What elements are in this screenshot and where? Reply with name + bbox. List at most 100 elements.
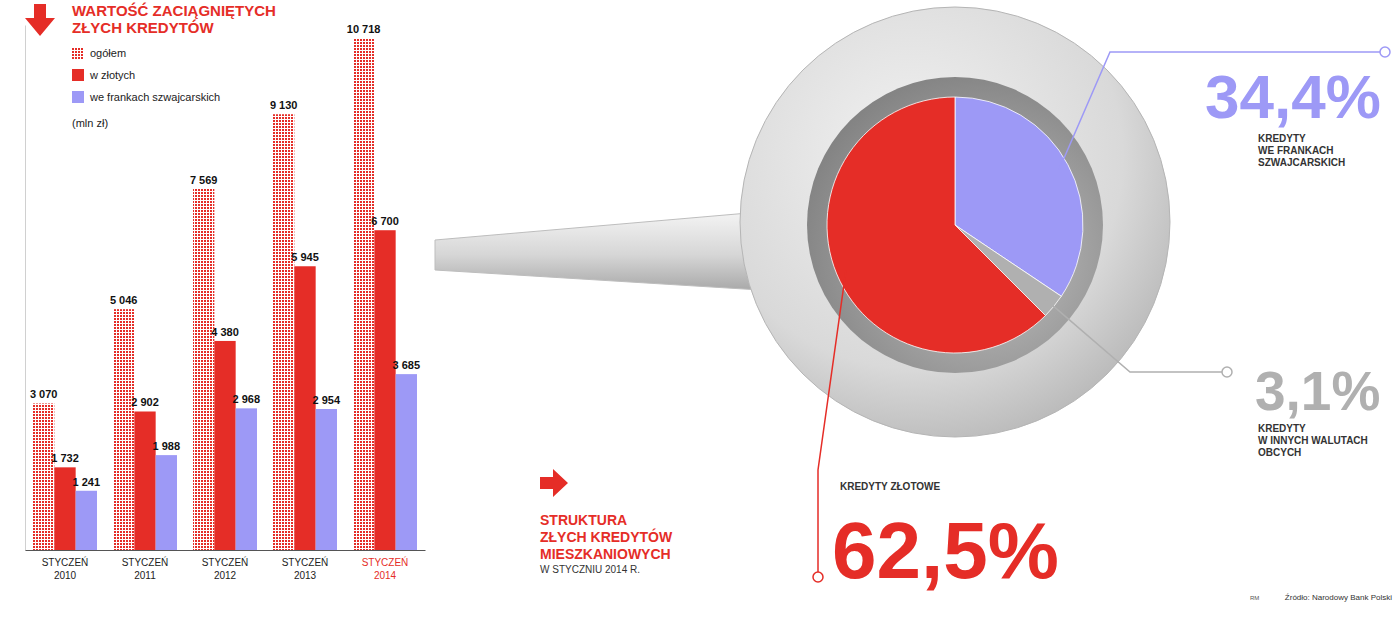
bar-value-label: 5 046	[110, 294, 138, 306]
leader-line	[1046, 300, 1222, 372]
bar-value-label: 4 380	[211, 326, 239, 338]
leader-line	[1059, 52, 1380, 169]
bar-value-label: 9 130	[270, 99, 298, 111]
bar-value-label: 3 685	[393, 359, 421, 371]
x-tick-label: STYCZEŃ 2012	[202, 556, 249, 581]
title-arrow	[540, 469, 568, 497]
bar-value-label: 1 988	[153, 440, 181, 452]
pie-value-label: 3,1%	[1255, 360, 1380, 422]
bar-series	[76, 374, 417, 550]
pie-category-label-line: KREDYTY	[1258, 423, 1306, 434]
x-tick: STYCZEŃ 2010	[42, 556, 89, 581]
x-tick-label-line: STYCZEŃ	[202, 556, 249, 568]
bar	[396, 374, 417, 550]
pie-slice	[827, 97, 1046, 353]
x-tick: STYCZEŃ 2012	[202, 556, 249, 581]
pie-category-label: KREDYTYWE FRANKACHSZWAJCARSKICH	[1258, 133, 1345, 168]
pie-title-line: ZŁYCH KREDYTÓW	[540, 528, 673, 545]
x-tick-label-line: STYCZEŃ	[362, 556, 409, 568]
chart-root: 3 070 5 046 7 569 9 130 10 718 1 732 2 902 4 38…	[0, 0, 1400, 618]
pie-category-label-line: OBCYCH	[1258, 447, 1301, 458]
x-tick-label-line: STYCZEŃ	[42, 556, 89, 568]
pie-title-line: MIESZKANIOWYCH	[540, 546, 671, 562]
leader-end	[1380, 47, 1390, 57]
bar-value-label: 6 700	[371, 215, 399, 227]
x-tick-label-line: 2012	[214, 570, 237, 581]
title-arrow	[25, 4, 55, 36]
legend-swatch	[72, 69, 84, 81]
bar	[374, 230, 395, 550]
legend-label: ogółem	[90, 47, 126, 59]
bar	[156, 455, 177, 550]
bar	[76, 491, 97, 550]
legend-label: w złotych	[89, 69, 135, 81]
key-ring	[740, 7, 1170, 437]
bar-series	[33, 38, 374, 550]
x-tick-label-line: 2014	[374, 570, 397, 581]
bar	[353, 38, 374, 550]
credit: RM	[1250, 595, 1259, 601]
x-tick-label-line: 2010	[54, 570, 77, 581]
x-tick-label: STYCZEŃ 2010	[42, 556, 89, 581]
bar-series	[54, 230, 395, 550]
key-ring-hole	[807, 77, 1103, 373]
pie-category-label-line: KREDYTY ZŁOTOWE	[840, 481, 941, 492]
y-axis	[25, 26, 26, 551]
bar	[134, 411, 155, 550]
pie	[827, 97, 1083, 353]
bar-title: WARTOŚĆ ZACIĄGNIĘTYCHZŁYCH KREDYTÓW	[72, 2, 276, 36]
bar	[33, 403, 54, 550]
x-tick-label: STYCZEŃ 2011	[122, 556, 169, 581]
bar-value-label: 1 732	[51, 452, 79, 464]
x-tick-label: STYCZEŃ 2013	[282, 556, 329, 581]
bar-value-label: 7 569	[190, 174, 218, 186]
bar-value-label: 10 718	[347, 23, 381, 35]
x-tick-label-line: STYCZEŃ	[282, 556, 329, 568]
source: Źródło: Narodowy Bank Polski	[1285, 593, 1392, 602]
legend-label: we frankach szwajcarskich	[89, 91, 220, 103]
pie-category-label-line: WE FRANKACH	[1258, 145, 1334, 156]
bar	[214, 341, 235, 550]
pie-labels: 34,4%KREDYTYWE FRANKACHSZWAJCARSKICH3,1%…	[813, 47, 1390, 595]
pie-category-label-line: SZWAJCARSKICH	[1258, 157, 1345, 168]
x-axis: STYCZEŃ2010STYCZEŃ2011STYCZEŃ2012STYCZEŃ…	[26, 551, 426, 581]
bar	[316, 409, 337, 550]
pie-value-label: 34,4%	[1205, 62, 1381, 131]
bar	[236, 408, 257, 550]
x-tick-label-line: STYCZEŃ	[122, 556, 169, 568]
bar-value-label: 5 945	[291, 251, 319, 263]
chart-svg: 3 070 5 046 7 569 9 130 10 718 1 732 2 902 4 38…	[0, 0, 1400, 618]
key-shaft	[435, 212, 760, 290]
leader-end	[1222, 367, 1232, 377]
bar-value-label: 2 954	[313, 394, 341, 406]
x-tick-label: STYCZEŃ 2014	[362, 556, 409, 581]
bar-value-label: 2 902	[131, 396, 159, 408]
bar-value-label: 3 070	[30, 388, 58, 400]
pie-title: STRUKTURAZŁYCH KREDYTÓWMIESZKANIOWYCH	[540, 512, 673, 562]
bar	[273, 114, 294, 550]
y-axis-line	[25, 26, 26, 551]
x-tick-label-line: 2011	[134, 570, 156, 581]
key-decoration	[435, 7, 1170, 437]
x-axis-line	[26, 550, 426, 551]
bar-value-label: 2 968	[233, 393, 261, 405]
legend-swatch	[72, 91, 84, 103]
legend: ogółem w złotych we frankach szwajcarskich…	[72, 47, 220, 129]
pie-header: STRUKTURAZŁYCH KREDYTÓWMIESZKANIOWYCHW S…	[540, 469, 673, 575]
bar-labels: 3 070 5 046 7 569 9 130 10 718 1 732 2 902 4 38…	[30, 23, 420, 487]
bar	[113, 309, 134, 550]
bar	[294, 266, 315, 550]
x-tick: STYCZEŃ 2011	[122, 556, 169, 581]
x-tick: STYCZEŃ 2014	[362, 556, 409, 581]
bars	[33, 38, 417, 550]
pie-value-label: 62,5%	[832, 506, 1059, 595]
pie-category-label-line: KREDYTY	[1258, 133, 1306, 144]
pie-category-label: KREDYTY ZŁOTOWE	[840, 481, 941, 492]
pie-category-label: KREDYTYW INNYCH WALUTACHOBCYCH	[1258, 423, 1368, 458]
x-tick-label-line: 2013	[294, 570, 317, 581]
bar-title-line: WARTOŚĆ ZACIĄGNIĘTYCH	[72, 2, 276, 19]
pie-title-line: STRUKTURA	[540, 512, 627, 528]
bar-value-label: 1 241	[73, 476, 101, 488]
bar-header: WARTOŚĆ ZACIĄGNIĘTYCHZŁYCH KREDYTÓW	[25, 2, 276, 36]
leader-end	[813, 572, 823, 582]
